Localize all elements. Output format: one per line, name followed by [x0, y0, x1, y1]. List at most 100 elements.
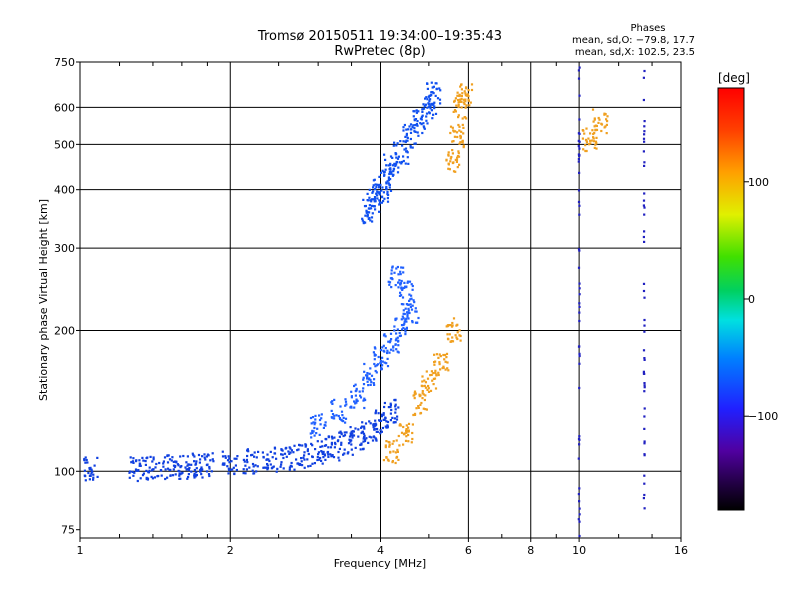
data-point — [311, 462, 314, 465]
data-point — [187, 469, 190, 472]
data-point — [434, 82, 437, 85]
data-point — [138, 459, 141, 462]
data-point — [309, 432, 312, 435]
data-point — [432, 102, 435, 105]
data-point — [316, 458, 319, 462]
data-point — [349, 432, 352, 435]
data-point — [403, 320, 406, 323]
data-point — [445, 356, 448, 359]
data-point — [362, 198, 365, 201]
data-point — [427, 390, 431, 393]
data-point — [301, 464, 304, 467]
data-point — [374, 411, 377, 414]
data-point — [378, 201, 382, 204]
data-point — [142, 472, 145, 475]
data-point — [383, 401, 386, 405]
data-point — [306, 458, 309, 461]
data-point — [395, 348, 398, 351]
data-point — [405, 128, 408, 131]
data-point — [595, 147, 598, 150]
data-point — [438, 87, 441, 90]
data-point — [454, 334, 457, 337]
data-point — [430, 109, 433, 112]
data-point — [360, 443, 363, 446]
data-point — [454, 130, 457, 133]
data-point — [363, 436, 366, 439]
data-point — [85, 458, 88, 462]
data-point — [414, 130, 417, 133]
data-point — [604, 113, 607, 116]
data-point — [206, 453, 209, 456]
data-point — [314, 414, 317, 417]
data-point — [350, 395, 353, 398]
data-point — [643, 415, 646, 418]
data-point — [372, 382, 375, 385]
data-point — [366, 380, 369, 383]
data-point — [337, 456, 340, 459]
data-point — [587, 143, 590, 146]
data-point — [384, 444, 387, 447]
data-point — [381, 169, 384, 172]
data-point — [446, 367, 449, 370]
data-point — [419, 117, 422, 120]
x-tick-label: 4 — [377, 544, 384, 557]
data-point — [389, 189, 393, 192]
data-point — [443, 358, 446, 361]
data-point — [363, 439, 367, 443]
data-point — [429, 98, 432, 101]
data-point — [285, 446, 288, 449]
data-point — [309, 416, 313, 420]
data-point — [578, 352, 581, 355]
data-point — [314, 448, 317, 451]
data-point — [456, 331, 459, 334]
data-point — [388, 283, 391, 286]
data-point — [578, 438, 581, 441]
data-point — [405, 132, 408, 135]
data-point — [455, 160, 458, 163]
data-point — [335, 414, 338, 417]
data-point — [373, 196, 377, 199]
data-point — [433, 363, 436, 366]
data-point — [577, 160, 580, 163]
data-point — [431, 117, 434, 120]
data-point — [415, 407, 418, 410]
data-point — [643, 161, 646, 164]
x-tick-label: 16 — [674, 544, 688, 557]
data-point — [297, 448, 300, 451]
data-point — [383, 333, 386, 336]
data-point — [187, 463, 191, 466]
data-point — [445, 352, 449, 355]
data-point — [288, 446, 291, 449]
data-point — [433, 377, 437, 380]
data-point — [464, 94, 467, 97]
data-point — [210, 470, 213, 473]
data-point — [394, 343, 397, 346]
data-point — [578, 520, 581, 523]
data-point — [382, 191, 385, 194]
data-point — [422, 407, 425, 410]
data-point — [162, 465, 165, 468]
data-point — [203, 456, 206, 459]
data-point — [643, 384, 646, 387]
data-point — [387, 176, 390, 179]
data-point — [598, 118, 601, 121]
data-point — [313, 423, 316, 426]
data-point — [187, 473, 190, 476]
data-point — [319, 423, 322, 426]
data-point — [428, 105, 431, 108]
data-point — [431, 379, 434, 382]
data-point — [266, 468, 269, 471]
data-point — [409, 298, 412, 301]
data-point — [605, 132, 608, 135]
data-point — [452, 317, 456, 320]
data-point — [585, 127, 588, 130]
data-point — [643, 206, 646, 209]
data-point — [245, 468, 248, 471]
data-point — [389, 162, 392, 165]
data-point — [578, 354, 581, 358]
data-point — [407, 433, 410, 437]
data-point — [386, 424, 389, 427]
data-point — [354, 402, 357, 405]
data-point — [409, 144, 412, 148]
data-point — [316, 456, 319, 459]
